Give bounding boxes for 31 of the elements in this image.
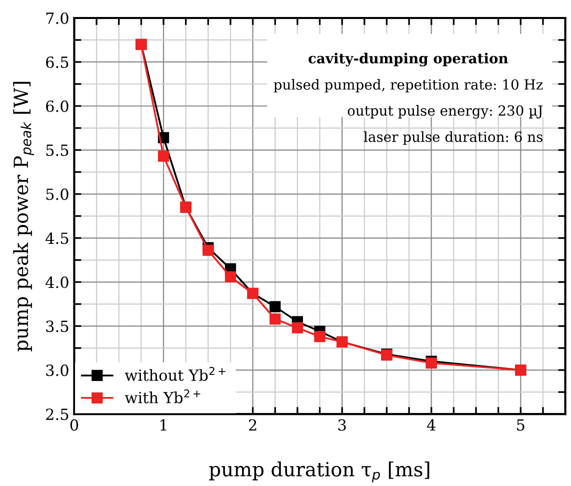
legend-label: with Yb$^{2+}$ <box>124 389 200 404</box>
point <box>314 331 326 342</box>
y-tick-label: 5.0 <box>46 188 68 200</box>
point <box>224 271 236 282</box>
y-tick-label: 2.5 <box>46 408 68 420</box>
annotation: pulsed pumped, repetition rate: 10 Hz <box>274 78 543 92</box>
annotation: laser pulse duration: 6 ns <box>364 131 542 145</box>
y-tick-label: 4.5 <box>46 232 68 244</box>
annotation: output pulse energy: 230 µJ <box>348 105 543 119</box>
point <box>270 313 281 325</box>
x-tick-label: 3 <box>338 419 346 431</box>
y-tick-label: 3.5 <box>46 320 68 332</box>
point <box>270 301 281 312</box>
point <box>292 322 303 334</box>
x-axis-title: pump duration τ$_{p}$ [ms] <box>209 461 430 482</box>
y-tick-label: 6.5 <box>46 56 68 68</box>
y-tick-label: 4.0 <box>46 276 68 288</box>
legend-label: without Yb$^{2+}$ <box>124 366 226 381</box>
y-tick-label: 5.5 <box>46 144 68 156</box>
x-tick-label: 4 <box>426 419 436 431</box>
y-tick-label: 3.0 <box>46 364 68 376</box>
x-tick-label: 1 <box>160 419 166 431</box>
x-tick-label: 2 <box>248 419 256 431</box>
x-tick-label: 0 <box>70 419 78 431</box>
y-tick-label: 6.0 <box>46 100 68 112</box>
point <box>158 150 170 162</box>
annotation: cavity-dumping operation <box>308 52 508 66</box>
y-axis-title: pump peak power P$_{peak}$ [W] <box>13 82 34 352</box>
point <box>202 244 214 256</box>
x-tick-label: 5 <box>517 419 524 431</box>
y-tick-label: 7.0 <box>46 12 68 24</box>
